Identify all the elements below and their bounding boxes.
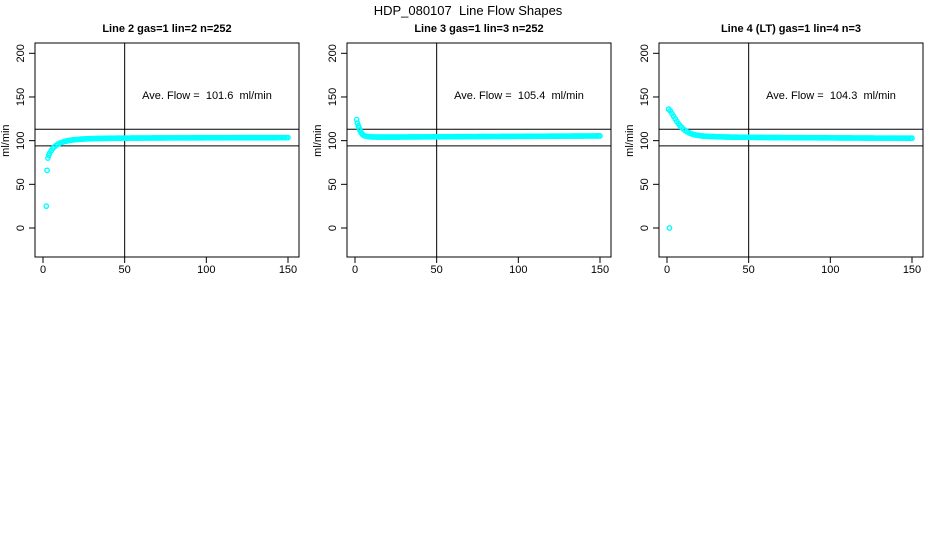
plot-box	[658, 42, 924, 258]
flow-point	[43, 203, 50, 210]
data-points	[665, 106, 915, 231]
x-tick-label: 50	[743, 264, 755, 276]
x-tick-label: 100	[197, 264, 215, 276]
x-axis: 0 50 100 150	[40, 257, 297, 276]
flow-point	[353, 116, 360, 123]
y-axis-label: ml/min	[0, 124, 12, 156]
y-tick-label: 50	[327, 178, 339, 190]
panel-title-line2: Line 2 gas=1 lin=2 n=252	[102, 23, 232, 35]
x-tick-label: 150	[903, 264, 921, 276]
x-tick-label: 50	[119, 264, 131, 276]
y-axis: 0 50 100 150 200 ml/min	[0, 44, 35, 231]
flow-charts-svg: 0 50 100 150 200 ml/min 0 50 100 150 0 50 100 150 200 m…	[0, 42, 924, 276]
flow-panel: 0 50 100 150 200 ml/min 0 50 100 150	[624, 42, 924, 276]
flow-panel: 0 50 100 150 200 ml/min 0 50 100 150	[312, 42, 612, 276]
plot-box	[34, 42, 300, 258]
y-axis: 0 50 100 150 200 ml/min	[624, 44, 659, 231]
ave-flow-annotation-line4: Ave. Flow = 104.3 ml/min	[766, 90, 896, 102]
data-points	[353, 116, 603, 140]
x-tick-label: 150	[279, 264, 297, 276]
panel-title-line3: Line 3 gas=1 lin=3 n=252	[414, 23, 544, 35]
x-tick-label: 100	[509, 264, 527, 276]
flow-point	[285, 134, 291, 141]
y-tick-label: 150	[639, 88, 651, 106]
y-tick-label: 200	[15, 44, 27, 62]
y-tick-label: 0	[639, 225, 651, 231]
x-tick-label: 150	[591, 264, 609, 276]
y-tick-label: 100	[639, 131, 651, 149]
flow-panel: 0 50 100 150 200 ml/min 0 50 100 150	[0, 42, 300, 276]
x-axis: 0 50 100 150	[664, 257, 921, 276]
x-tick-label: 50	[431, 264, 443, 276]
y-tick-label: 0	[15, 225, 27, 231]
y-tick-label: 150	[327, 88, 339, 106]
flow-point	[44, 155, 51, 162]
y-tick-label: 0	[327, 225, 339, 231]
y-tick-label: 200	[327, 44, 339, 62]
y-axis: 0 50 100 150 200 ml/min	[312, 44, 347, 231]
flow-point	[354, 120, 361, 127]
reference-lines	[35, 43, 299, 257]
reference-lines	[347, 43, 611, 257]
flow-point	[44, 167, 50, 174]
flow-point	[909, 135, 915, 142]
x-tick-label: 0	[40, 264, 46, 276]
y-tick-label: 100	[15, 131, 27, 149]
y-axis-label: ml/min	[624, 124, 636, 156]
y-tick-label: 100	[327, 131, 339, 149]
panel-title-line4: Line 4 (LT) gas=1 lin=4 n=3	[720, 23, 862, 35]
x-tick-label: 0	[664, 264, 670, 276]
y-tick-label: 50	[639, 178, 651, 190]
ave-flow-annotation-line2: Ave. Flow = 101.6 ml/min	[142, 90, 272, 102]
y-tick-label: 50	[15, 178, 27, 190]
ave-flow-annotation-line3: Ave. Flow = 105.4 ml/min	[454, 90, 584, 102]
reference-lines	[659, 43, 923, 257]
x-tick-label: 100	[821, 264, 839, 276]
y-tick-label: 200	[639, 44, 651, 62]
x-tick-label: 0	[352, 264, 358, 276]
y-tick-label: 150	[15, 88, 27, 106]
data-points	[43, 134, 291, 210]
flow-point	[597, 133, 603, 139]
figure-title: HDP_080107 Line Flow Shapes	[373, 3, 563, 18]
y-axis-label: ml/min	[312, 124, 324, 156]
plot-box	[346, 42, 612, 258]
x-axis: 0 50 100 150	[352, 257, 609, 276]
flow-point	[666, 225, 673, 231]
